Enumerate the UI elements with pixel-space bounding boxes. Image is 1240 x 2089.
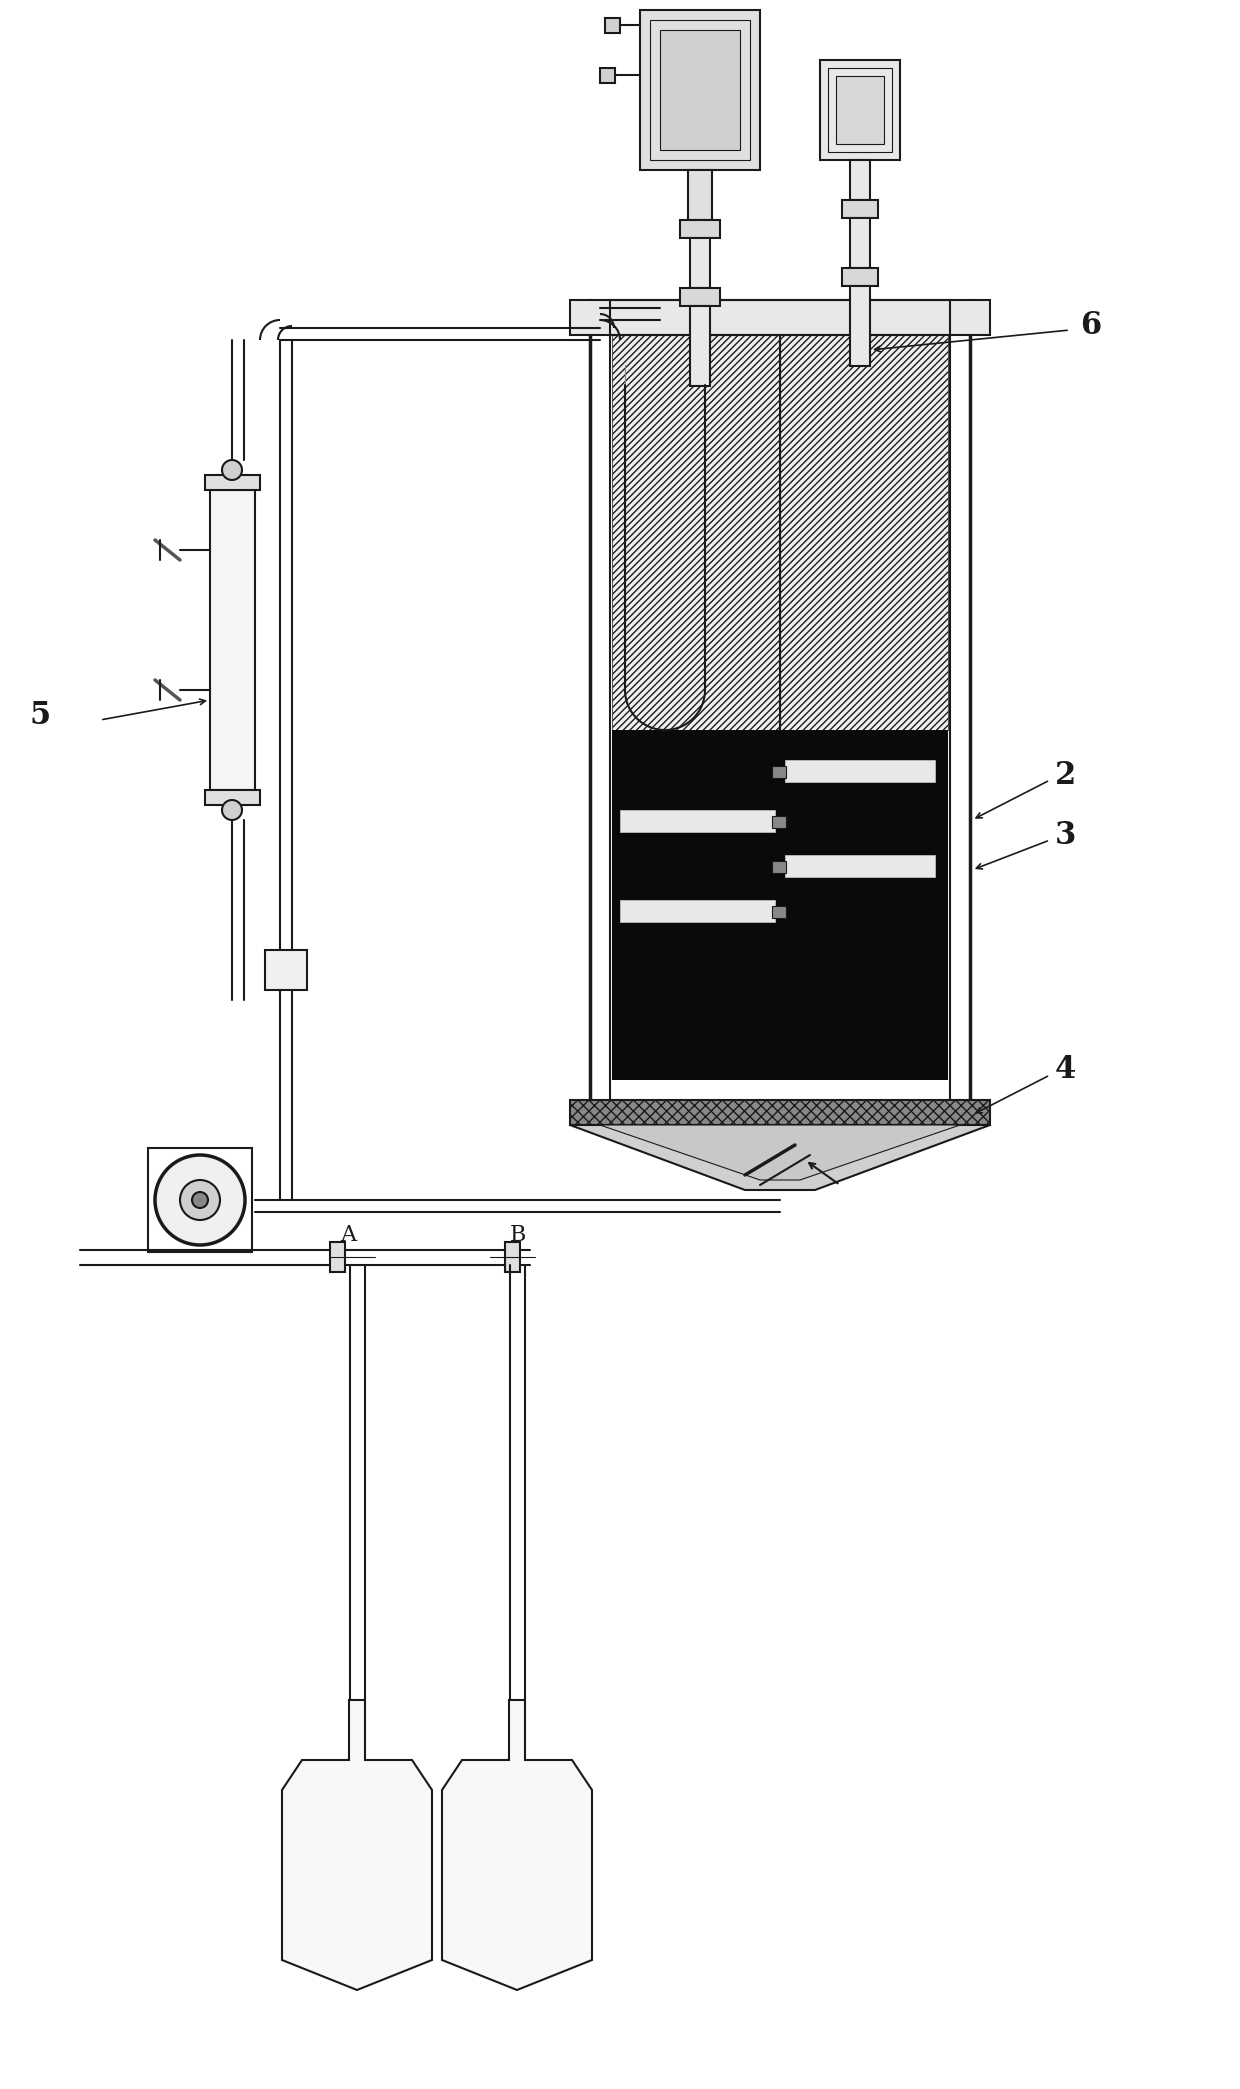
- Bar: [785, 760, 935, 781]
- Polygon shape: [600, 1126, 960, 1180]
- Bar: [620, 900, 775, 921]
- Text: 2: 2: [1055, 760, 1076, 790]
- Bar: [210, 491, 255, 790]
- Bar: [680, 288, 720, 305]
- Bar: [148, 1149, 252, 1251]
- Bar: [570, 1101, 990, 1126]
- Bar: [265, 950, 308, 990]
- Bar: [842, 267, 878, 286]
- Bar: [613, 729, 949, 1080]
- Bar: [773, 907, 786, 917]
- Bar: [605, 19, 620, 33]
- Bar: [785, 854, 935, 877]
- Text: 3: 3: [1055, 819, 1076, 850]
- Bar: [688, 169, 712, 219]
- Bar: [205, 474, 260, 491]
- Polygon shape: [441, 1700, 591, 1991]
- Bar: [828, 69, 892, 152]
- Bar: [820, 61, 900, 161]
- Circle shape: [180, 1180, 219, 1220]
- Bar: [680, 219, 720, 238]
- Text: 5: 5: [30, 700, 51, 731]
- Bar: [842, 201, 878, 217]
- Bar: [205, 790, 260, 804]
- Text: 4: 4: [1055, 1055, 1076, 1086]
- Bar: [773, 817, 786, 827]
- Bar: [689, 305, 711, 386]
- Polygon shape: [570, 1126, 990, 1191]
- Bar: [620, 811, 775, 831]
- Bar: [849, 161, 870, 201]
- Bar: [660, 29, 740, 150]
- Bar: [600, 69, 615, 84]
- Bar: [640, 10, 760, 169]
- Circle shape: [155, 1155, 246, 1245]
- Bar: [836, 75, 884, 144]
- Bar: [613, 334, 949, 729]
- Polygon shape: [281, 1700, 432, 1991]
- Bar: [610, 301, 950, 334]
- Bar: [505, 1243, 520, 1272]
- Bar: [773, 861, 786, 873]
- Bar: [849, 217, 870, 267]
- Circle shape: [222, 460, 242, 480]
- Text: B: B: [510, 1224, 526, 1245]
- Bar: [330, 1243, 345, 1272]
- Bar: [570, 301, 990, 334]
- Bar: [849, 286, 870, 366]
- Circle shape: [192, 1193, 208, 1207]
- Circle shape: [222, 800, 242, 821]
- Text: A: A: [340, 1224, 356, 1245]
- Bar: [773, 767, 786, 777]
- Bar: [689, 238, 711, 288]
- Bar: [650, 21, 750, 161]
- Text: 6: 6: [1080, 309, 1101, 341]
